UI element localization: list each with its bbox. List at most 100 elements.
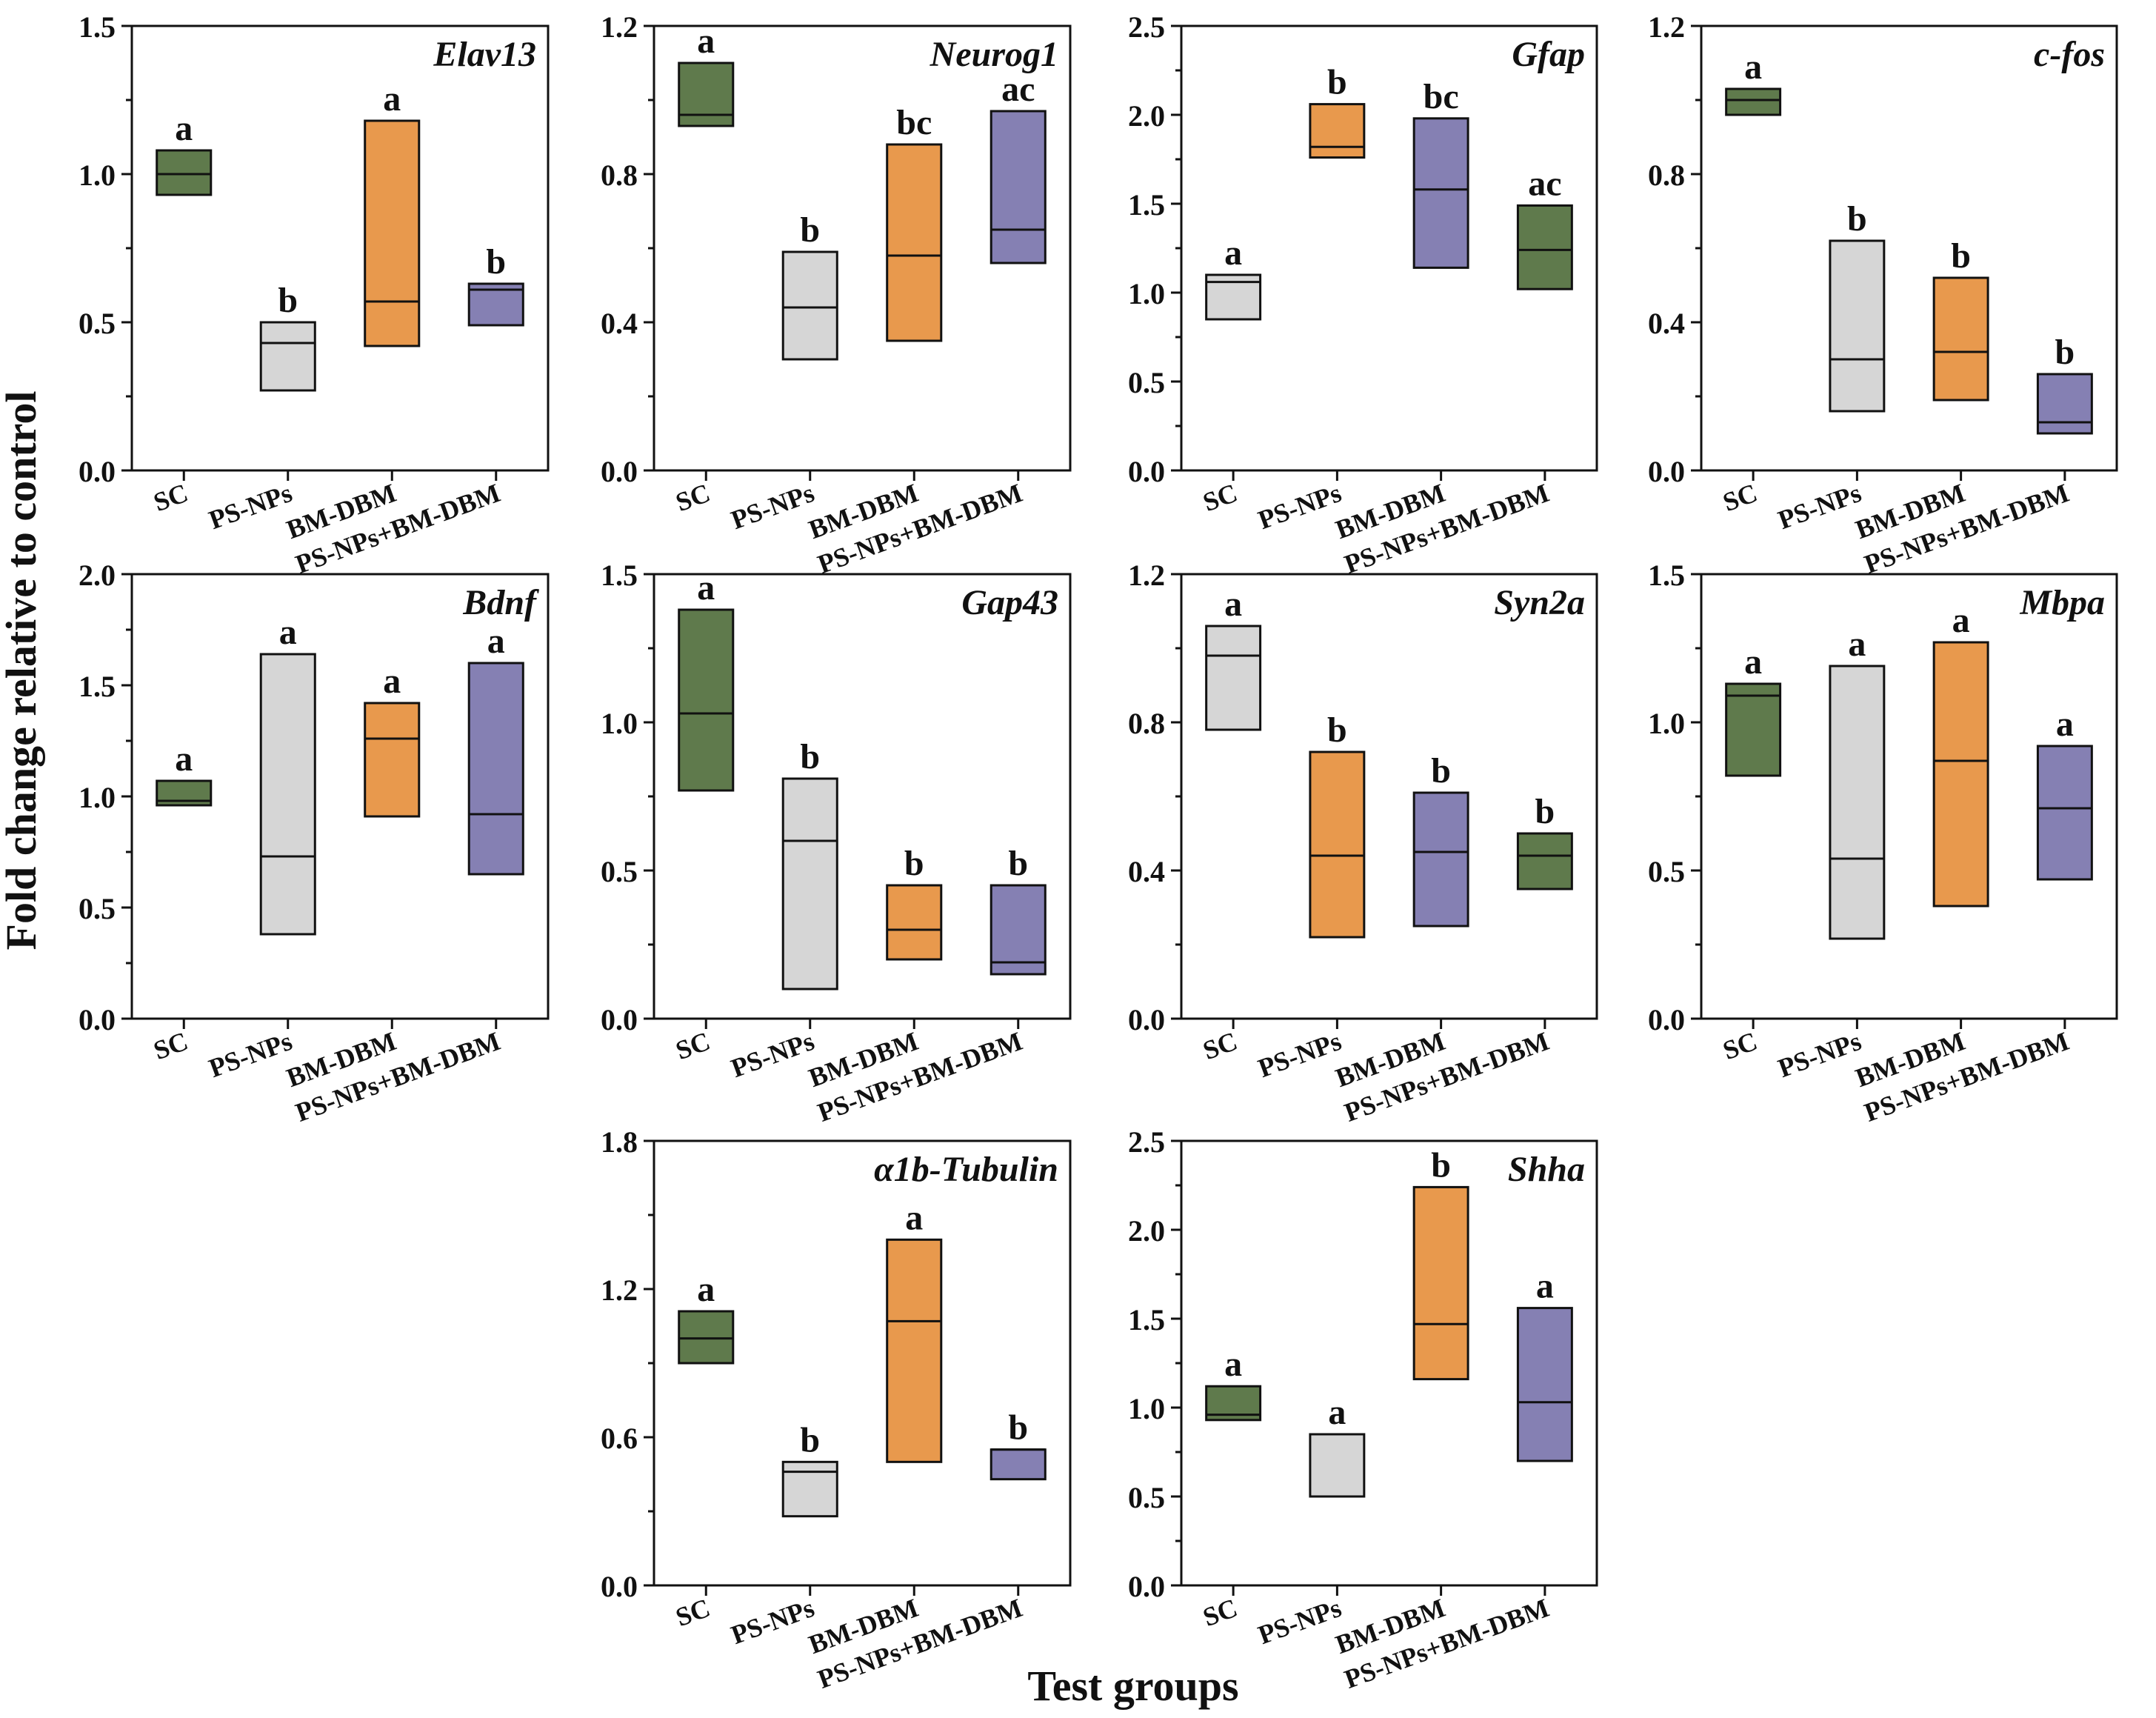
y-tick-label: 0.8	[601, 159, 638, 192]
significance-letter: ac	[1528, 164, 1561, 203]
y-tick-label: 0.0	[79, 1003, 116, 1036]
significance-letter: b	[2055, 333, 2075, 372]
y-tick-label: 0.8	[1648, 159, 1685, 192]
significance-letter: b	[486, 242, 506, 282]
significance-letter: b	[1327, 63, 1347, 102]
range-bar-ps-nps	[781, 777, 838, 990]
range-bar-ps-nps-bm-dbm	[989, 1448, 1047, 1481]
y-axis-label: Fold change relative to control	[0, 391, 45, 950]
y-tick-label: 0.0	[601, 455, 638, 488]
significance-letter: a	[383, 79, 401, 119]
y-tick-label: 1.0	[1128, 1392, 1165, 1425]
range-bar-ps-nps-bm-dbm	[989, 110, 1047, 264]
range-bar-ps-nps-bm-dbm	[1516, 204, 1573, 290]
y-tick-label: 1.5	[79, 670, 116, 703]
y-tick-label: 0.4	[601, 307, 638, 340]
y-tick-label: 1.2	[601, 10, 638, 44]
range-bar-bm-dbm	[1932, 641, 1989, 908]
significance-letter: b	[1951, 236, 1971, 276]
x-tick-label: SC	[672, 1593, 714, 1632]
chart-panel-1: 0.00.51.01.5Elav13aSCbPS-NPsaBM-DBMbPS-N…	[79, 10, 550, 579]
x-tick-label: SC	[1719, 478, 1761, 517]
significance-letter: a	[1224, 233, 1242, 273]
x-tick-label: SC	[1719, 1026, 1761, 1065]
y-tick-label: 1.0	[1648, 707, 1685, 740]
x-tick-label: PS-NPs	[727, 1593, 818, 1650]
y-tick-label: 2.0	[1128, 1214, 1165, 1248]
significance-letter: b	[1847, 199, 1867, 239]
y-tick-label: 0.5	[79, 892, 116, 925]
significance-letter: b	[1431, 751, 1451, 790]
y-tick-label: 0.5	[1128, 1481, 1165, 1514]
significance-letter: b	[1008, 1408, 1028, 1448]
y-tick-label: 2.5	[1128, 1125, 1165, 1159]
x-tick-label: PS-NPs	[1254, 1026, 1345, 1083]
x-tick-label: PS-NPs	[1774, 1026, 1865, 1083]
chart-panel-6: 0.00.51.01.5Gap43aSCbPS-NPsbBM-DBMbPS-NP…	[601, 559, 1072, 1128]
y-tick-label: 0.6	[601, 1422, 638, 1455]
y-tick-label: 2.5	[1128, 10, 1165, 44]
y-tick-label: 2.0	[79, 559, 116, 592]
y-tick-label: 0.0	[1128, 1003, 1165, 1036]
panel-title: Mbpa	[2019, 583, 2105, 622]
panel-title: Gap43	[961, 583, 1058, 622]
range-bar-ps-nps	[1829, 665, 1886, 940]
y-tick-label: 0.0	[1648, 455, 1685, 488]
x-tick-label: PS-NPs	[1774, 478, 1865, 535]
range-bar-ps-nps-bm-dbm	[2036, 745, 2093, 881]
significance-letter: bc	[896, 103, 932, 142]
significance-letter: a	[1744, 642, 1762, 682]
range-bar-ps-nps-bm-dbm	[989, 884, 1047, 976]
range-bar-bm-dbm	[364, 119, 421, 347]
significance-letter: a	[487, 622, 505, 661]
y-tick-label: 1.5	[79, 10, 116, 44]
panel-title: Syn2a	[1494, 583, 1585, 622]
significance-letter: a	[175, 109, 193, 148]
significance-letter: a	[1224, 585, 1242, 624]
significance-letter: b	[1535, 792, 1555, 831]
chart-panel-10: 0.00.51.01.52.02.5ShhaaSCaPS-NPsbBM-DBMa…	[1128, 1125, 1598, 1694]
y-tick-label: 1.0	[601, 707, 638, 740]
x-tick-label: SC	[150, 478, 192, 517]
x-tick-label: PS-NPs	[205, 478, 296, 535]
range-bar-ps-nps-bm-dbm	[467, 662, 524, 876]
range-bar-ps-nps	[1309, 750, 1366, 939]
range-bar-ps-nps	[781, 1460, 838, 1518]
significance-letter: b	[800, 210, 820, 250]
significance-letter: b	[1008, 844, 1028, 883]
significance-letter: a	[1224, 1345, 1242, 1384]
x-tick-label: PS-NPs	[727, 1026, 818, 1083]
significance-letter: a	[697, 1270, 715, 1309]
y-tick-label: 1.5	[1128, 1303, 1165, 1336]
significance-letter: b	[1431, 1145, 1451, 1185]
significance-letter: a	[279, 613, 297, 652]
y-tick-label: 0.4	[1128, 855, 1165, 888]
range-bar-sc	[1725, 87, 1782, 116]
x-axis-label: Test groups	[1027, 1662, 1238, 1710]
range-bar-ps-nps-bm-dbm	[1516, 832, 1573, 890]
significance-letter: a	[1328, 1393, 1346, 1432]
significance-letter: a	[905, 1198, 923, 1237]
y-tick-label: 0.5	[601, 855, 638, 888]
range-bar-bm-dbm	[1412, 1185, 1469, 1381]
chart-panel-5: 0.00.51.01.52.0BdnfaSCaPS-NPsaBM-DBMaPS-…	[79, 559, 550, 1128]
significance-letter: b	[1327, 710, 1347, 750]
significance-letter: bc	[1424, 77, 1459, 116]
panel-title: Neurog1	[930, 35, 1058, 74]
y-tick-label: 1.8	[601, 1125, 638, 1159]
significance-letter: a	[1848, 625, 1866, 664]
chart-panel-2: 0.00.40.81.2Neurog1aSCbPS-NPsbcBM-DBMacP…	[601, 10, 1072, 579]
range-bar-sc	[678, 1310, 735, 1365]
x-tick-label: PS-NPs	[1254, 478, 1345, 535]
y-tick-label: 0.0	[601, 1003, 638, 1036]
range-bar-sc	[1725, 682, 1782, 777]
significance-letter: b	[904, 844, 924, 883]
y-tick-label: 0.5	[1648, 855, 1685, 888]
range-bar-ps-nps	[259, 321, 316, 392]
x-tick-label: SC	[1199, 1026, 1241, 1065]
y-tick-label: 1.5	[1128, 188, 1165, 222]
range-bar-bm-dbm	[886, 884, 943, 961]
range-bar-sc	[678, 61, 735, 127]
range-bar-bm-dbm	[1412, 791, 1469, 928]
range-bar-ps-nps	[259, 653, 316, 936]
